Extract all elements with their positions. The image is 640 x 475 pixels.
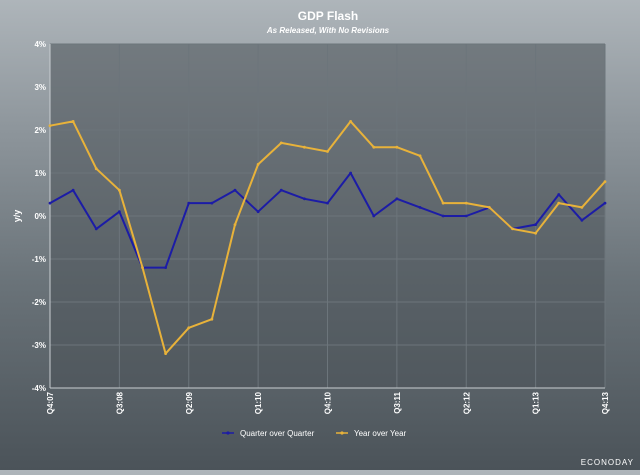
x-tick-label: Q4:13 — [601, 391, 610, 414]
data-point-s0-7 — [210, 201, 214, 205]
legend-label-yoy: Year over Year — [354, 429, 407, 438]
y-tick-label: 3% — [34, 83, 46, 92]
data-point-s0-23 — [580, 218, 584, 222]
chart-title: GDP Flash — [298, 9, 358, 23]
data-point-s0-18 — [464, 214, 468, 218]
data-point-s0-14 — [372, 214, 376, 218]
data-point-s1-17 — [441, 201, 445, 205]
data-point-s0-13 — [349, 171, 353, 175]
y-tick-label: 2% — [34, 126, 46, 135]
data-point-s0-10 — [279, 188, 283, 192]
y-tick-label: -2% — [32, 298, 46, 307]
data-point-s1-19 — [487, 206, 491, 209]
x-tick-label: Q4:10 — [324, 391, 333, 414]
data-point-s1-13 — [349, 120, 353, 123]
data-point-s1-14 — [372, 145, 376, 149]
data-point-s1-18 — [464, 201, 468, 205]
data-point-s1-3 — [117, 188, 121, 192]
data-point-s0-3 — [117, 210, 121, 214]
x-tick-label: Q1:13 — [532, 391, 541, 414]
data-point-s0-8 — [233, 188, 237, 192]
y-tick-label: -3% — [32, 341, 46, 350]
data-point-s1-15 — [395, 145, 399, 149]
data-point-s1-20 — [511, 227, 514, 231]
y-tick-label: -1% — [32, 255, 46, 264]
data-point-s1-7 — [210, 317, 214, 321]
legend-marker-qoq — [226, 431, 230, 435]
x-tick-labels: Q4:07 Q3:08 Q2:09 Q1:10 Q4:10 Q3:11 Q2:12 Q1:13… — [46, 391, 610, 414]
y-tick-label: 4% — [34, 40, 46, 49]
y-tick-label: -4% — [32, 384, 46, 393]
data-point-s1-11 — [302, 145, 306, 149]
y-axis-label: y/y — [12, 210, 22, 223]
data-point-s1-21 — [534, 231, 538, 235]
y-tick-label: 0% — [34, 212, 46, 221]
data-point-s1-9 — [256, 163, 260, 166]
data-point-s1-4 — [141, 266, 144, 269]
legend-label-qoq: Quarter over Quarter — [240, 429, 315, 438]
data-point-s1-8 — [233, 223, 237, 227]
data-point-s0-24 — [603, 201, 607, 205]
data-point-s0-12 — [326, 201, 329, 205]
data-point-s0-6 — [187, 201, 191, 205]
data-point-s0-17 — [441, 214, 445, 218]
data-point-s0-11 — [302, 197, 306, 201]
econoday-watermark: ECONODAY — [581, 458, 634, 467]
data-point-s1-6 — [187, 326, 191, 330]
data-point-s1-0 — [48, 124, 52, 128]
legend-marker-yoy — [340, 431, 344, 435]
data-point-s1-23 — [580, 206, 584, 209]
chart-subtitle: As Released, With No Revisions — [266, 26, 390, 35]
data-point-s1-16 — [418, 154, 422, 158]
legend: Quarter over Quarter Year over Year — [222, 429, 407, 438]
x-tick-label: Q3:08 — [115, 391, 124, 414]
axes — [49, 44, 605, 389]
series-lines — [48, 120, 607, 355]
data-point-s0-21 — [534, 223, 538, 227]
data-point-s1-2 — [94, 167, 98, 171]
data-point-s0-1 — [71, 188, 75, 192]
data-point-s1-5 — [164, 352, 168, 355]
y-tick-labels: -4% -3% -2% -1% 0% 1% 2% 3% 4% — [32, 40, 46, 393]
data-point-s1-1 — [71, 120, 75, 123]
data-point-s0-15 — [395, 197, 399, 201]
data-point-s1-12 — [326, 150, 329, 153]
x-tick-label: Q1:10 — [254, 391, 263, 414]
x-tick-label: Q2:09 — [185, 391, 194, 414]
data-point-s0-22 — [557, 193, 561, 196]
data-point-s1-22 — [557, 201, 561, 205]
data-point-s0-5 — [164, 266, 168, 269]
data-point-s0-9 — [256, 210, 260, 214]
x-tick-label: Q4:07 — [46, 391, 55, 414]
data-point-s0-16 — [418, 206, 422, 209]
data-point-s1-24 — [603, 180, 607, 184]
data-point-s0-0 — [48, 201, 52, 205]
data-point-s0-2 — [94, 227, 98, 231]
data-point-s1-10 — [279, 141, 283, 145]
x-tick-label: Q3:11 — [393, 391, 402, 413]
y-tick-label: 1% — [34, 169, 46, 178]
x-tick-label: Q2:12 — [462, 391, 471, 414]
